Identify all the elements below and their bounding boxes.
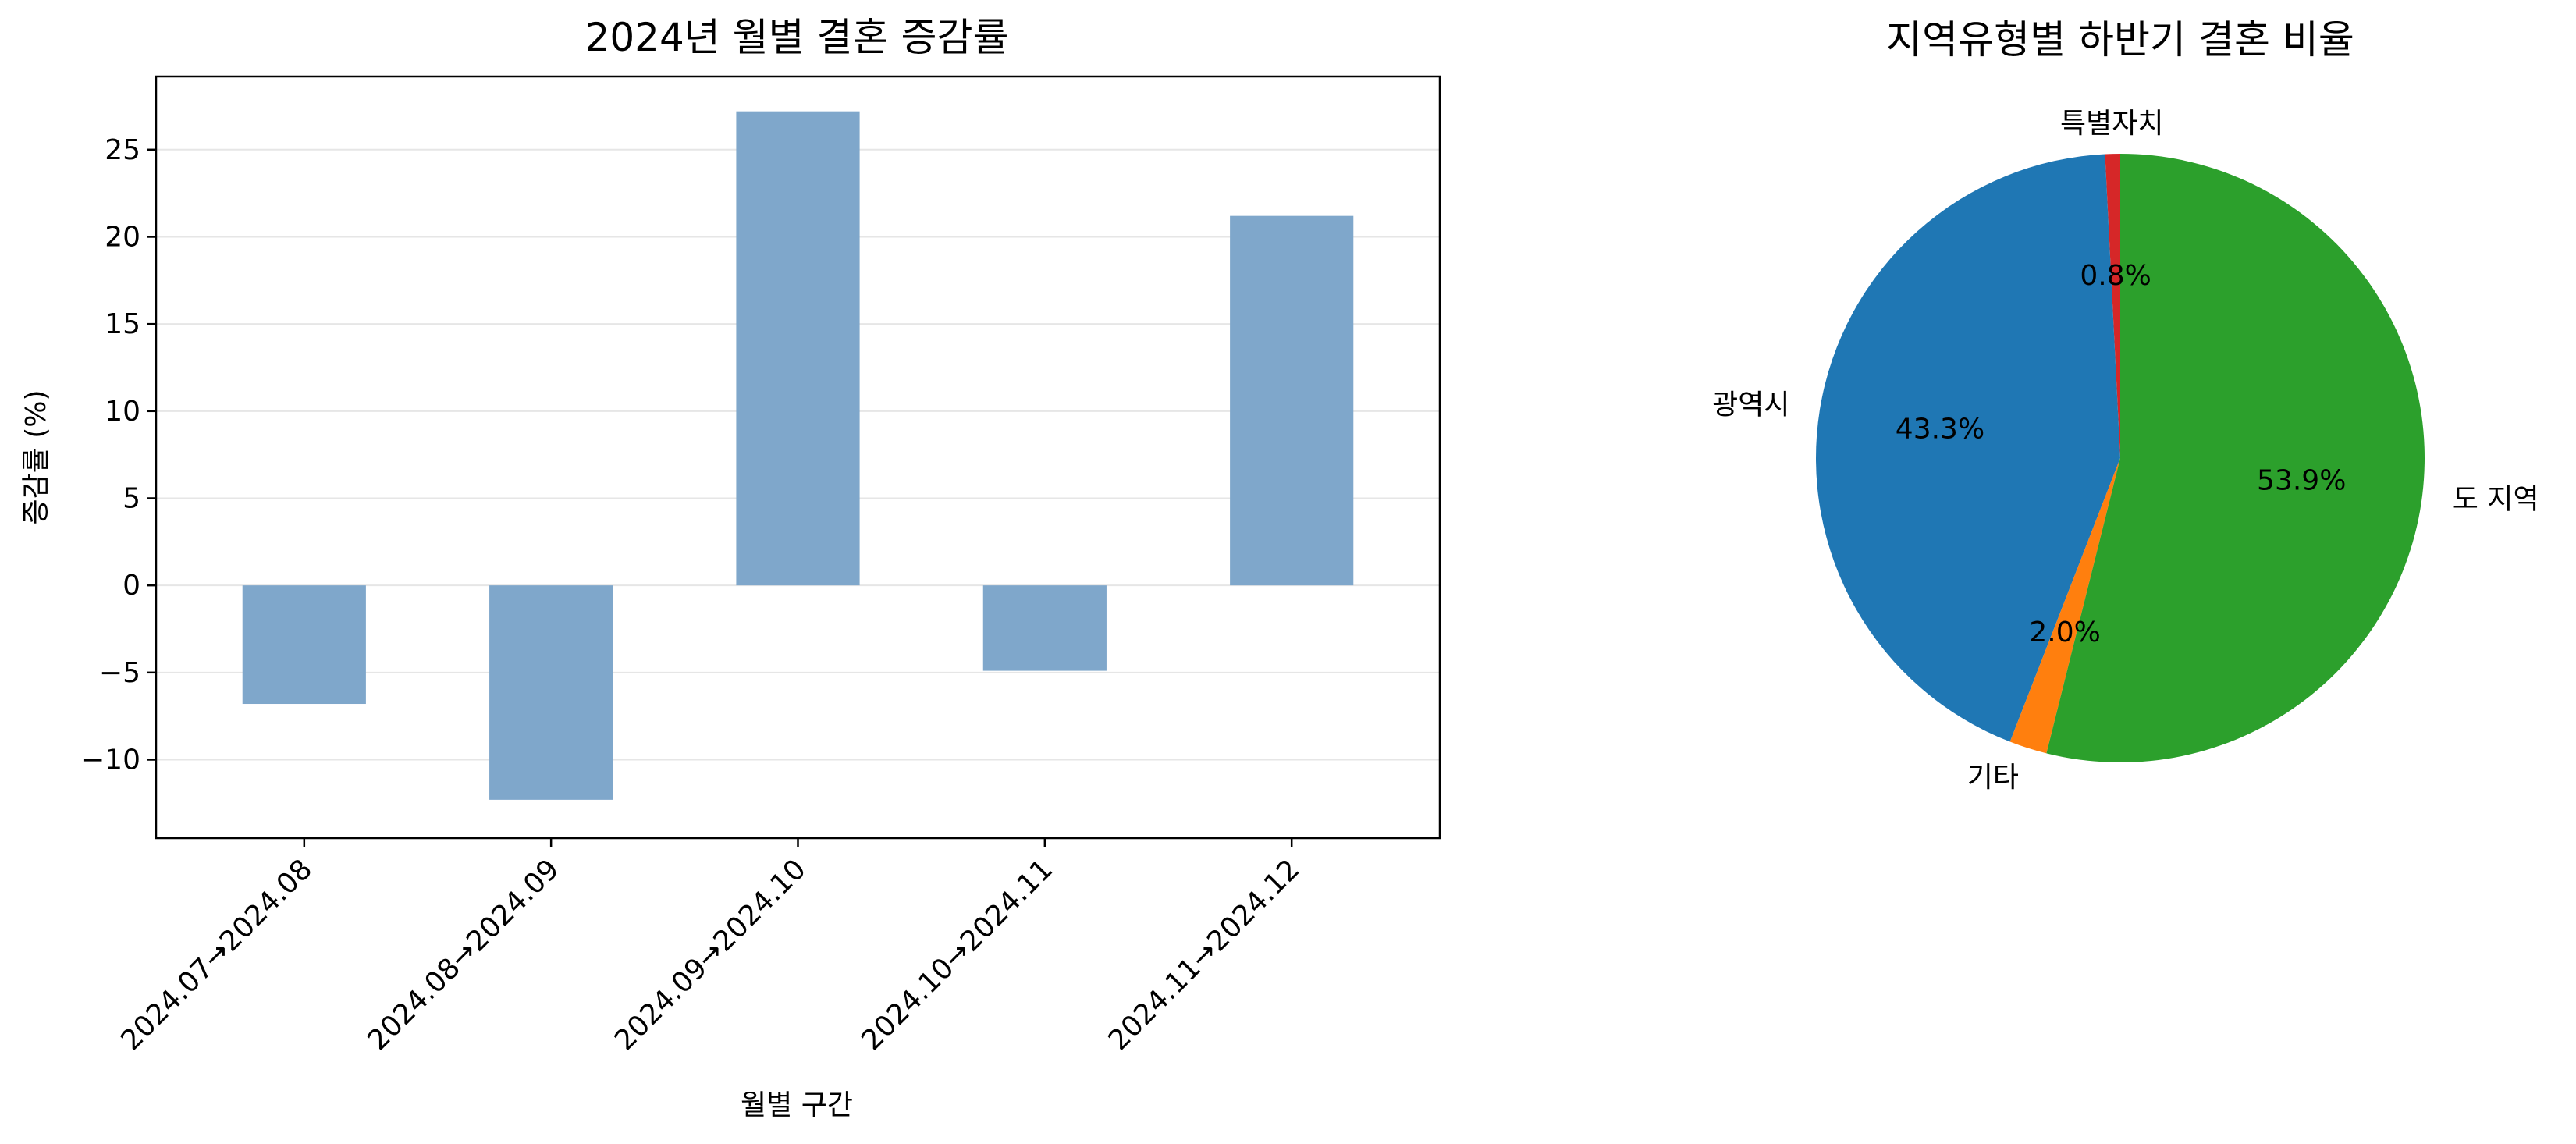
bar: [242, 585, 366, 705]
bar-x-tick-label: 2024.08→2024.09: [362, 853, 566, 1057]
bar-chart: 2024년 월별 결혼 증감률 −10 −5 0 5 10 15 20 25 2024.07→…: [20, 15, 1441, 1121]
pie-slice-label: 광역시: [1712, 389, 1789, 421]
bar-chart-title: 2024년 월별 결혼 증감률: [585, 15, 1009, 60]
pie-slice-label: 기타: [1967, 762, 2019, 794]
pie-slice: [2046, 154, 2425, 762]
bar: [1230, 215, 1354, 586]
bar-x-axis-ticks: 2024.07→2024.08 2024.08→2024.09 2024.09→20…: [115, 838, 1306, 1057]
bar-y-tick-label: 5: [123, 482, 140, 514]
bar: [736, 111, 860, 586]
pie-labels: 특별자치 0.8% 광역시 43.3% 기타 2.0% 도 지역 53.9%: [1712, 108, 2539, 794]
bar-x-tick-label: 2024.10→2024.11: [855, 853, 1059, 1057]
bar-x-tick-label: 2024.11→2024.12: [1103, 853, 1306, 1057]
pie-slice-label: 도 지역: [2453, 483, 2539, 515]
bar-x-tick-label: 2024.09→2024.10: [609, 853, 812, 1057]
bar: [489, 585, 613, 800]
bar-y-tick-label: 25: [105, 134, 140, 166]
pie-slice: [2009, 458, 2120, 754]
bar-series: [242, 111, 1354, 800]
bar: [982, 585, 1107, 671]
pie-slices: [1816, 154, 2425, 762]
bar-y-tick-label: −5: [99, 657, 140, 689]
pie-percent-label: 53.9%: [2257, 465, 2346, 497]
bar-x-tick-label: 2024.07→2024.08: [115, 853, 318, 1057]
pie-percent-label: 0.8%: [2080, 260, 2151, 292]
bar-y-tick-label: 0: [123, 570, 140, 602]
bar-y-axis-ticks: −10 −5 0 5 10 15 20 25: [81, 134, 156, 776]
pie-chart-title: 지역유형별 하반기 결혼 비율: [1886, 17, 2354, 62]
bar-y-tick-label: 15: [105, 308, 140, 340]
bar-y-axis-label: 증감률 (%): [20, 389, 52, 524]
pie-chart: 지역유형별 하반기 결혼 비율 특별자치 0.8% 광역시 43.3% 기타 2.0% 도 …: [1712, 17, 2539, 794]
bar-y-tick-label: 10: [105, 396, 140, 428]
pie-percent-label: 43.3%: [1896, 414, 1984, 446]
pie-slice: [2105, 154, 2120, 458]
pie-slice-label: 특별자치: [2060, 108, 2163, 140]
pie-percent-label: 2.0%: [2029, 616, 2100, 648]
pie-slice: [1816, 154, 2120, 742]
bar-x-axis-label: 월별 구간: [741, 1089, 853, 1121]
bar-y-tick-label: 20: [105, 221, 140, 253]
bar-y-tick-label: −10: [81, 744, 140, 776]
